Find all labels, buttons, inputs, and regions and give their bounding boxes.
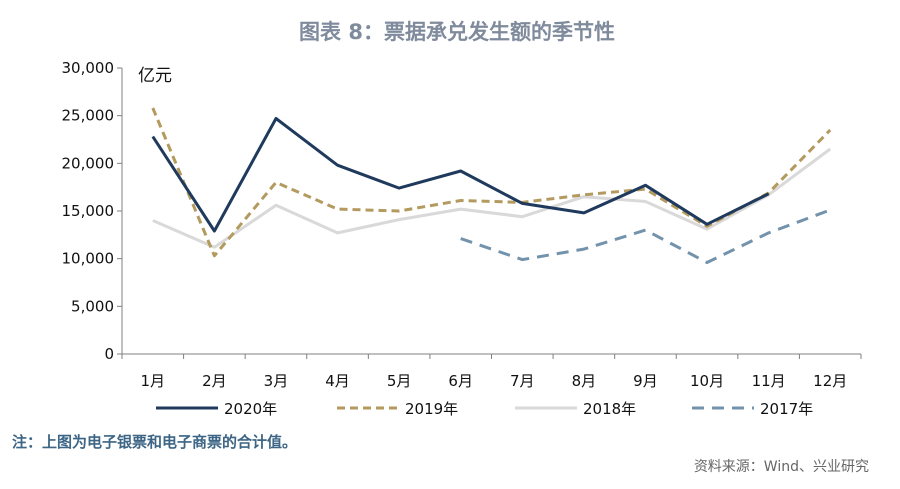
x-tick-label: 3月 <box>264 372 289 390</box>
x-tick-label: 4月 <box>325 372 350 390</box>
x-tick-label: 5月 <box>387 372 412 390</box>
series-line <box>460 208 831 264</box>
x-tick-label: 2月 <box>202 372 227 390</box>
legend: 2020年 2019年 2018年 2017年 <box>156 400 813 418</box>
legend-label: 2020年 <box>224 400 277 418</box>
y-tick-label: 30,000 <box>62 59 115 77</box>
y-tick-label: 20,000 <box>62 154 115 172</box>
x-tick-label: 6月 <box>448 372 473 390</box>
x-tick-label: 12月 <box>813 372 847 390</box>
axis-lines <box>121 68 861 355</box>
series-2020年 <box>151 117 770 233</box>
legend-label: 2019年 <box>405 400 458 418</box>
series-2019年 <box>151 107 832 258</box>
y-tick-label: 25,000 <box>62 107 115 125</box>
y-tick-label: 15,000 <box>62 202 115 220</box>
source-text: 资料来源：Wind、兴业研究 <box>694 459 869 475</box>
legend-label: 2017年 <box>760 400 813 418</box>
x-tick-label: 11月 <box>752 372 786 390</box>
series-line <box>152 147 832 249</box>
y-axis-unit: 亿元 <box>138 66 172 86</box>
legend-label: 2018年 <box>583 400 636 418</box>
y-tick-label: 0 <box>104 345 114 363</box>
x-tick-label: 9月 <box>633 372 658 390</box>
series-layer <box>151 107 832 264</box>
footnote: 注：上图为电子银票和电子商票的合计值。 <box>12 433 297 451</box>
x-tick-label: 1月 <box>141 372 166 390</box>
series-line <box>151 107 832 258</box>
y-tick-label: 5,000 <box>71 297 114 315</box>
y-axis: 0 5,000 10,000 15,000 20,000 25,000 30,000 <box>62 59 122 363</box>
y-tick-label: 10,000 <box>62 250 115 268</box>
chart-title: 图表 8：票据承兑发生额的季节性 <box>299 20 615 44</box>
x-tick-label: 7月 <box>510 372 535 390</box>
series-2018年 <box>152 147 832 249</box>
x-tick-label: 10月 <box>690 372 724 390</box>
x-tick-label: 8月 <box>572 372 597 390</box>
series-2017年 <box>460 208 831 264</box>
x-axis: 1月 2月 3月 4月 5月 6月 7月 8月 9月 10月 11月 12月 <box>121 354 862 390</box>
